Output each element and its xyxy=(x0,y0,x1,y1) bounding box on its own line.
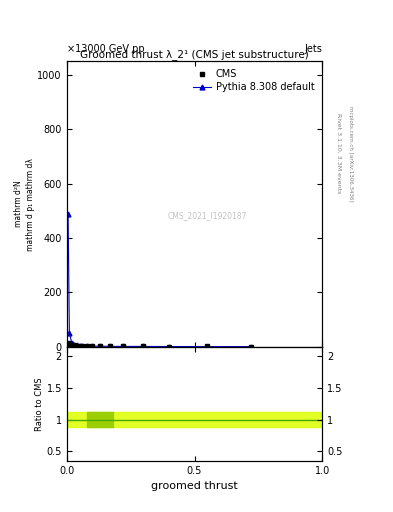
Pythia 8.308 default xyxy=(121,344,125,350)
Pythia 8.308 default xyxy=(67,330,72,336)
CMS xyxy=(77,343,82,349)
Pythia 8.308 default xyxy=(75,342,79,348)
Pythia 8.308 default xyxy=(248,344,253,350)
Text: CMS_2021_I1920187: CMS_2021_I1920187 xyxy=(168,211,247,220)
Pythia 8.308 default xyxy=(108,343,113,349)
CMS xyxy=(90,343,95,349)
CMS xyxy=(67,341,72,347)
CMS xyxy=(66,339,70,346)
Legend: CMS, Pythia 8.308 default: CMS, Pythia 8.308 default xyxy=(191,66,318,95)
Text: Rivet 3.1.10, 3.3M events: Rivet 3.1.10, 3.3M events xyxy=(336,114,341,194)
CMS xyxy=(205,344,210,350)
Pythia 8.308 default xyxy=(97,343,102,349)
Text: mcplots.cern.ch [arXiv:1306.3436]: mcplots.cern.ch [arXiv:1306.3436] xyxy=(348,106,353,201)
CMS xyxy=(80,343,84,349)
Text: ×13000 GeV pp: ×13000 GeV pp xyxy=(67,44,145,54)
Y-axis label: Ratio to CMS: Ratio to CMS xyxy=(35,377,44,431)
Text: Jets: Jets xyxy=(305,44,322,54)
X-axis label: groomed thrust: groomed thrust xyxy=(151,481,238,491)
Y-axis label: mathrm d²N
mathrm d p₁ mathrm dλ: mathrm d²N mathrm d p₁ mathrm dλ xyxy=(14,158,35,250)
Pythia 8.308 default xyxy=(167,344,171,350)
Pythia 8.308 default xyxy=(85,343,90,349)
Pythia 8.308 default xyxy=(70,340,74,346)
CMS xyxy=(141,343,146,349)
Pythia 8.308 default xyxy=(90,343,95,349)
Line: CMS: CMS xyxy=(66,340,253,349)
CMS xyxy=(108,344,113,350)
Title: Groomed thrust λ_2¹ (CMS jet substructure): Groomed thrust λ_2¹ (CMS jet substructur… xyxy=(80,49,309,60)
Pythia 8.308 default xyxy=(205,344,210,350)
Pythia 8.308 default xyxy=(66,210,70,217)
CMS xyxy=(70,342,74,348)
Line: Pythia 8.308 default: Pythia 8.308 default xyxy=(66,211,253,349)
Pythia 8.308 default xyxy=(141,344,146,350)
CMS xyxy=(121,344,125,350)
CMS xyxy=(248,344,253,350)
Pythia 8.308 default xyxy=(80,343,84,349)
CMS xyxy=(72,343,77,349)
CMS xyxy=(85,343,90,349)
CMS xyxy=(75,343,79,349)
CMS xyxy=(97,344,102,350)
Pythia 8.308 default xyxy=(77,343,82,349)
Pythia 8.308 default xyxy=(72,342,77,348)
CMS xyxy=(167,344,171,350)
